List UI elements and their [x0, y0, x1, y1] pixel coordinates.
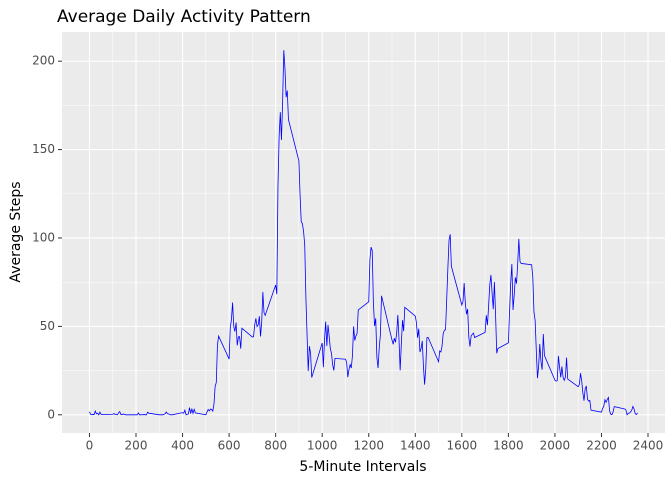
y-axis-label: Average Steps	[8, 181, 24, 282]
chart-title: Average Daily Activity Pattern	[57, 7, 311, 27]
x-axis-label: 5-Minute Intervals	[299, 459, 426, 475]
panel	[62, 32, 665, 433]
x-tick-label: 1200	[353, 439, 384, 453]
x-tick-label: 1400	[400, 439, 431, 453]
data-line	[89, 50, 638, 416]
y-tick-label: 200	[32, 54, 55, 68]
x-tick-label: 1600	[447, 439, 478, 453]
x-tick-label: 400	[171, 439, 194, 453]
x-tick-label: 800	[264, 439, 287, 453]
x-tick-label: 0	[86, 439, 94, 453]
x-tick-label: 600	[218, 439, 241, 453]
x-tick-label: 2200	[586, 439, 617, 453]
x-tick-label: 200	[125, 439, 148, 453]
x-tick-label: 2000	[540, 439, 571, 453]
y-tick-label: 0	[47, 407, 55, 421]
x-tick-label: 2400	[633, 439, 664, 453]
x-tick-label: 1000	[307, 439, 338, 453]
y-tick-label: 150	[32, 142, 55, 156]
y-tick-label: 50	[40, 319, 55, 333]
x-tick-label: 1800	[493, 439, 524, 453]
y-tick-label: 100	[32, 230, 55, 244]
